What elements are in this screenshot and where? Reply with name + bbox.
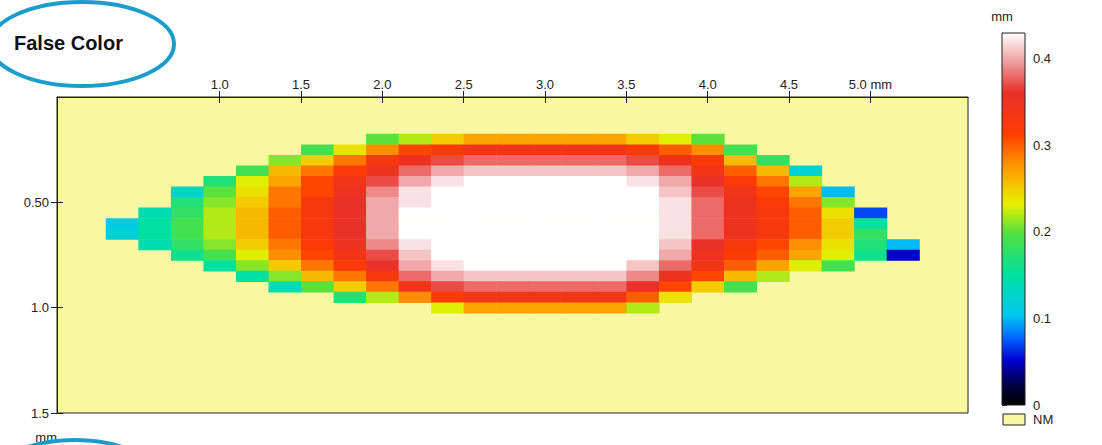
svg-text:5.0 mm: 5.0 mm	[849, 77, 892, 92]
svg-text:2.5: 2.5	[455, 77, 473, 92]
svg-text:1.5: 1.5	[31, 406, 49, 421]
svg-text:2.0: 2.0	[373, 77, 391, 92]
svg-text:4.5: 4.5	[780, 77, 798, 92]
svg-text:mm: mm	[991, 9, 1013, 24]
svg-text:0.1: 0.1	[1033, 311, 1051, 326]
svg-text:4.0: 4.0	[699, 77, 717, 92]
svg-text:1.0: 1.0	[31, 300, 49, 315]
svg-text:1.5: 1.5	[292, 77, 310, 92]
svg-text:0.3: 0.3	[1033, 138, 1051, 153]
svg-text:1.0: 1.0	[211, 77, 229, 92]
svg-text:0.2: 0.2	[1033, 224, 1051, 239]
svg-text:0.4: 0.4	[1033, 51, 1051, 66]
svg-text:0: 0	[1033, 398, 1040, 413]
svg-text:False Color: False Color	[14, 32, 123, 54]
svg-text:3.5: 3.5	[617, 77, 635, 92]
svg-text:mm: mm	[35, 430, 57, 445]
svg-text:3.0: 3.0	[536, 77, 554, 92]
svg-text:NM: NM	[1033, 412, 1053, 427]
svg-text:0.50: 0.50	[24, 195, 49, 210]
